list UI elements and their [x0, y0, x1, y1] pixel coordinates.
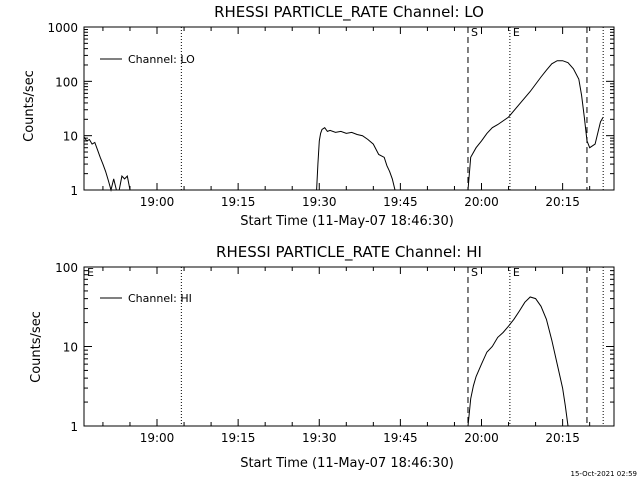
panel-2-x-tick-label: 19:15 — [221, 431, 256, 445]
panel-2-x-tick-label: 19:45 — [383, 431, 418, 445]
panel-2-ylabel: Counts/sec — [29, 311, 44, 383]
panel-1-y-tick-label: 100 — [55, 75, 78, 89]
panel-1-x-tick-label: 20:15 — [545, 195, 580, 209]
panel-1-xlabel: Start Time (11-May-07 18:46:30) — [240, 214, 454, 229]
panel-1-series-line — [83, 136, 131, 192]
panel-1-marker-label: E — [513, 26, 520, 39]
panel-2-y-tick-label: 100 — [55, 261, 78, 275]
panel-2-x-tick-label: 19:30 — [302, 431, 337, 445]
panel-1-x-tick-label: 19:15 — [221, 195, 256, 209]
panel-2-marker-label: E — [513, 266, 520, 279]
panel-1-title: RHESSI PARTICLE_RATE Channel: LO — [214, 3, 484, 22]
panel-1-x-tick-label: 19:00 — [140, 195, 175, 209]
panel-2-marker-label: E — [87, 266, 94, 279]
panel-1-plot-frame — [83, 26, 615, 191]
panel-1-marker-label: S — [471, 26, 478, 39]
panel-2-x-tick-label: 20:15 — [545, 431, 580, 445]
panel-1-x-tick-label: 19:30 — [302, 195, 337, 209]
panel-1-y-tick-label: 1000 — [47, 21, 78, 35]
panel-2-x-tick-label: 20:00 — [464, 431, 499, 445]
panel-1-y-tick-label: 1 — [70, 184, 78, 198]
panel-2-xlabel: Start Time (11-May-07 18:46:30) — [240, 456, 454, 471]
timestamp-stamp: 15-Oct-2021 02:59 — [571, 470, 637, 478]
panel-2-marker-label: S — [471, 266, 478, 279]
panel-1-legend-label: Channel: LO — [128, 53, 195, 66]
panel-2-series-line — [467, 296, 569, 427]
panel-1-x-tick-label: 20:00 — [464, 195, 499, 209]
panel-1-series-line — [316, 127, 396, 191]
panel-2-legend-label: Channel: HI — [128, 292, 192, 305]
panel-1-ylabel: Counts/sec — [22, 70, 37, 142]
panel-2-plot-frame — [83, 266, 615, 427]
panel-1-y-tick-label: 10 — [63, 130, 78, 144]
panel-1-series-line — [467, 60, 604, 191]
panel-2-y-tick-label: 10 — [63, 341, 78, 355]
panel-2-title: RHESSI PARTICLE_RATE Channel: HI — [216, 243, 482, 262]
panel-1-x-tick-label: 19:45 — [383, 195, 418, 209]
panel-2-y-tick-label: 1 — [70, 420, 78, 434]
panel-2-x-tick-label: 19:00 — [140, 431, 175, 445]
